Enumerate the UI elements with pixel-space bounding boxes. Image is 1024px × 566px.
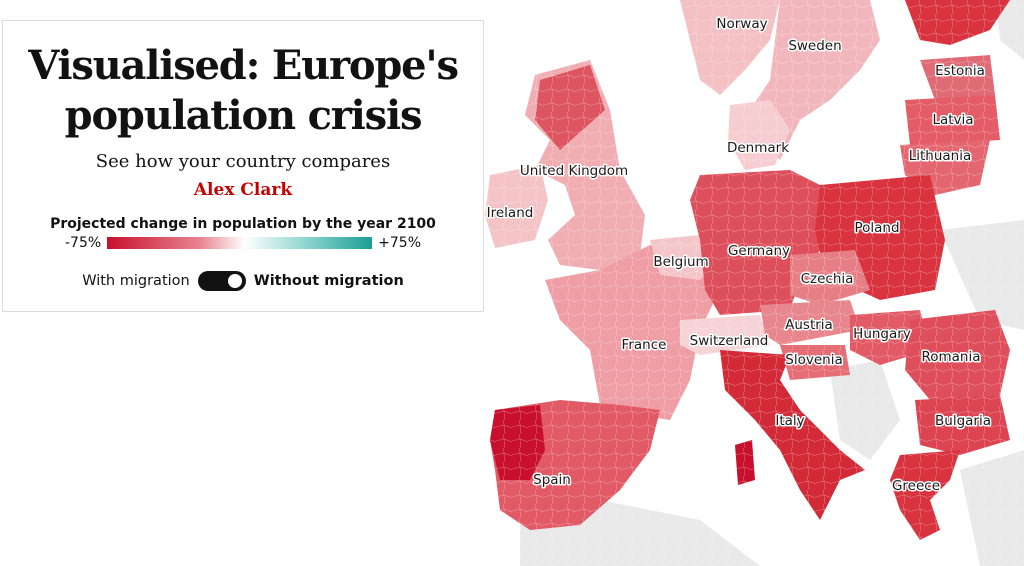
label-latvia: Latvia: [932, 112, 973, 128]
toggle-label-without-migration[interactable]: Without migration: [253, 273, 404, 289]
label-czechia: Czechia: [801, 271, 854, 287]
label-hungary: Hungary: [853, 326, 911, 342]
label-greece: Greece: [892, 478, 940, 494]
legend-max-label: +75%: [378, 235, 422, 251]
migration-toggle-row: With migration Without migration: [3, 271, 483, 291]
label-denmark: Denmark: [727, 140, 789, 156]
label-italy: Italy: [775, 413, 804, 429]
migration-toggle-switch[interactable]: [197, 271, 246, 291]
label-uk: United Kingdom: [520, 163, 628, 179]
label-ireland: Ireland: [487, 205, 534, 221]
toggle-knob: [227, 274, 242, 288]
headline-line-2: population crisis: [64, 92, 423, 139]
label-romania: Romania: [921, 349, 980, 365]
label-belgium: Belgium: [653, 254, 708, 270]
label-lithuania: Lithuania: [909, 148, 972, 164]
color-legend: -75% +75%: [3, 235, 483, 251]
label-sweden: Sweden: [788, 38, 841, 54]
country-labels: Norway Sweden Estonia Latvia Lithuania D…: [485, 15, 992, 496]
label-france: France: [622, 337, 667, 353]
label-austria: Austria: [785, 317, 833, 333]
label-norway: Norway: [716, 16, 767, 32]
headline: Visualised: Europe's population crisis: [13, 41, 473, 141]
legend-title: Projected change in population by the ye…: [50, 216, 436, 232]
label-slovenia: Slovenia: [785, 352, 842, 368]
title-card: Visualised: Europe's population crisis S…: [2, 20, 484, 312]
legend-gradient-bar: [107, 237, 373, 249]
label-bulgaria: Bulgaria: [935, 413, 991, 429]
standfirst: See how your country compares: [95, 151, 391, 172]
label-germany: Germany: [728, 243, 790, 259]
label-estonia: Estonia: [935, 63, 985, 79]
legend-min-label: -75%: [64, 235, 102, 251]
label-switzerland: Switzerland: [690, 333, 769, 349]
headline-line-1: Visualised: Europe's: [28, 42, 459, 89]
toggle-label-with-migration[interactable]: With migration: [82, 273, 190, 289]
label-poland: Poland: [854, 220, 899, 236]
byline[interactable]: Alex Clark: [193, 180, 293, 200]
label-spain: Spain: [533, 472, 571, 488]
